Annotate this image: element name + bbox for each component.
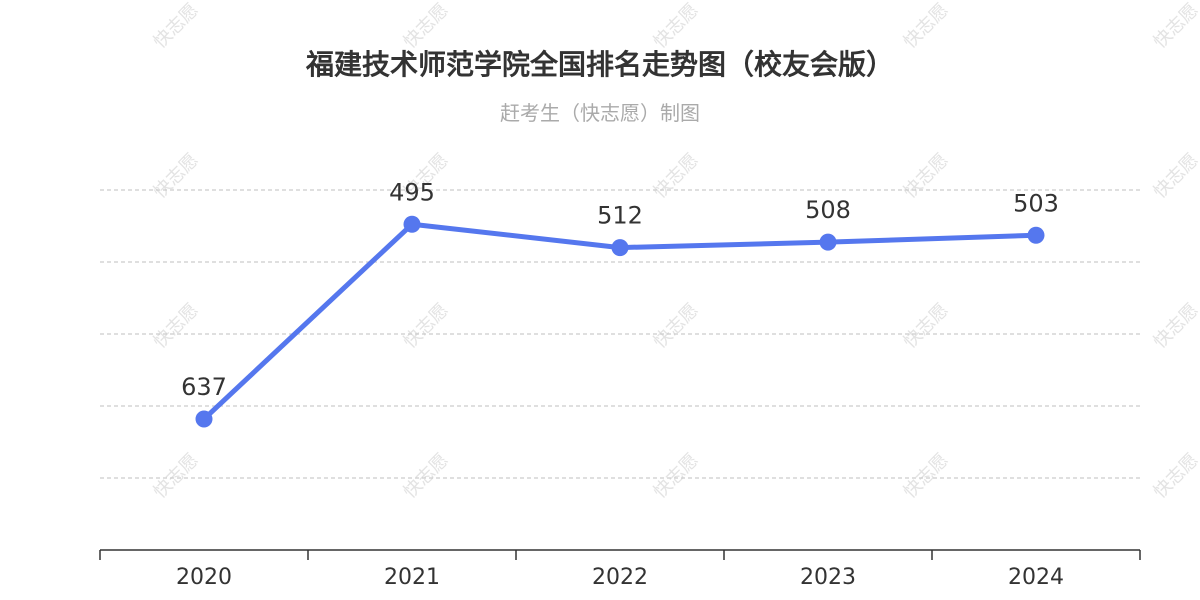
watermark: 快志愿 (400, 300, 453, 353)
watermark: 快志愿 (650, 0, 703, 53)
watermark: 快志愿 (400, 450, 453, 503)
watermark: 快志愿 (900, 300, 953, 353)
watermark: 快志愿 (900, 450, 953, 503)
watermark: 快志愿 (150, 450, 203, 503)
data-point (819, 233, 837, 251)
x-tick-label: 2024 (1008, 565, 1064, 590)
gridlines (100, 189, 1140, 479)
x-tick-label: 2021 (384, 565, 440, 590)
watermark: 快志愿 (1150, 300, 1200, 353)
data-point (1027, 226, 1045, 244)
data-label: 503 (1013, 189, 1059, 217)
watermark: 快志愿 (150, 0, 203, 53)
data-point (195, 410, 213, 428)
series-layer: 637 495 512 508 503 (181, 178, 1059, 428)
watermark: 快志愿 (1150, 0, 1200, 53)
watermark: 快志愿 (1150, 450, 1200, 503)
data-label: 495 (389, 178, 435, 206)
watermark: 快志愿 (150, 150, 203, 203)
watermark: 快志愿 (900, 150, 953, 203)
watermark: 快志愿 (900, 0, 953, 53)
x-axis: 2020 2021 2022 2023 2024 (99, 549, 1141, 590)
data-label: 512 (597, 202, 643, 230)
watermark: 快志愿 (1150, 150, 1200, 203)
x-tick-label: 2020 (176, 565, 232, 590)
watermark: 快志愿 (650, 450, 703, 503)
watermark: 快志愿 (650, 150, 703, 203)
data-label: 508 (805, 196, 851, 224)
data-point (611, 239, 629, 257)
watermark: 快志愿 (150, 300, 203, 353)
data-point (403, 215, 421, 233)
chart-title: 福建技术师范学院全国排名走势图（校友会版） (305, 48, 894, 81)
data-label: 637 (181, 373, 227, 401)
x-tick-label: 2022 (592, 565, 648, 590)
watermark: 快志愿 (650, 300, 703, 353)
x-tick-label: 2023 (800, 565, 856, 590)
chart-subtitle: 赶考生（快志愿）制图 (500, 101, 700, 125)
watermark: 快志愿 (400, 0, 453, 53)
